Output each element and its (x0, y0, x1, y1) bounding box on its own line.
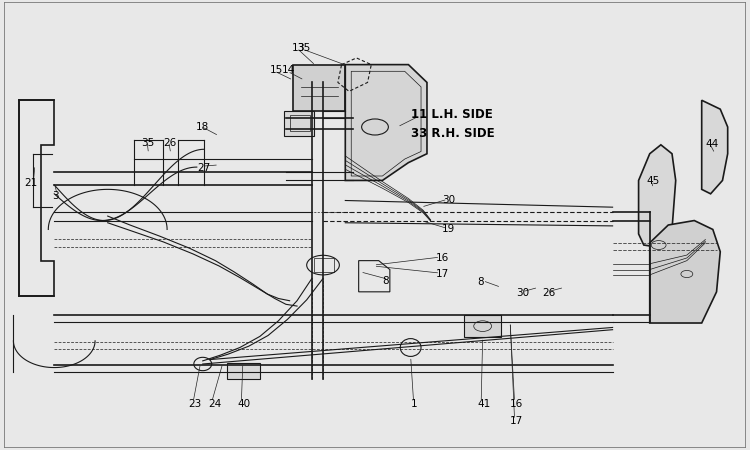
Polygon shape (284, 112, 314, 136)
Text: 24: 24 (208, 399, 221, 409)
Text: 45: 45 (646, 176, 659, 186)
Polygon shape (702, 100, 727, 194)
Text: 8: 8 (478, 277, 484, 287)
Text: 8: 8 (382, 276, 389, 286)
Text: 16: 16 (510, 399, 524, 409)
Text: 14: 14 (282, 65, 296, 75)
Text: 1: 1 (411, 399, 417, 409)
Text: 17: 17 (510, 416, 524, 426)
Text: 17: 17 (436, 269, 449, 279)
Text: 3: 3 (52, 191, 58, 201)
Text: 40: 40 (238, 399, 250, 409)
Text: 13: 13 (292, 43, 305, 53)
Text: 18: 18 (195, 122, 208, 132)
Text: 15: 15 (269, 65, 283, 75)
Polygon shape (650, 220, 720, 323)
Text: 11 L.H. SIDE: 11 L.H. SIDE (411, 108, 493, 121)
Text: 30: 30 (516, 288, 530, 298)
Text: 41: 41 (478, 399, 490, 409)
Text: 26: 26 (542, 288, 555, 298)
Text: 26: 26 (164, 138, 177, 148)
Polygon shape (638, 145, 676, 248)
Text: 21: 21 (25, 178, 38, 188)
Text: 30: 30 (442, 195, 455, 206)
Text: 35: 35 (141, 138, 154, 148)
Polygon shape (226, 363, 260, 379)
Polygon shape (345, 65, 427, 180)
Polygon shape (19, 100, 54, 296)
Polygon shape (464, 315, 501, 337)
Text: 23: 23 (188, 399, 201, 409)
Polygon shape (293, 65, 345, 112)
Text: 19: 19 (442, 225, 455, 234)
Text: 35: 35 (297, 43, 310, 53)
Text: 44: 44 (706, 139, 718, 149)
Text: 33 R.H. SIDE: 33 R.H. SIDE (411, 127, 494, 140)
Text: 16: 16 (436, 253, 449, 263)
Text: 27: 27 (196, 163, 210, 173)
